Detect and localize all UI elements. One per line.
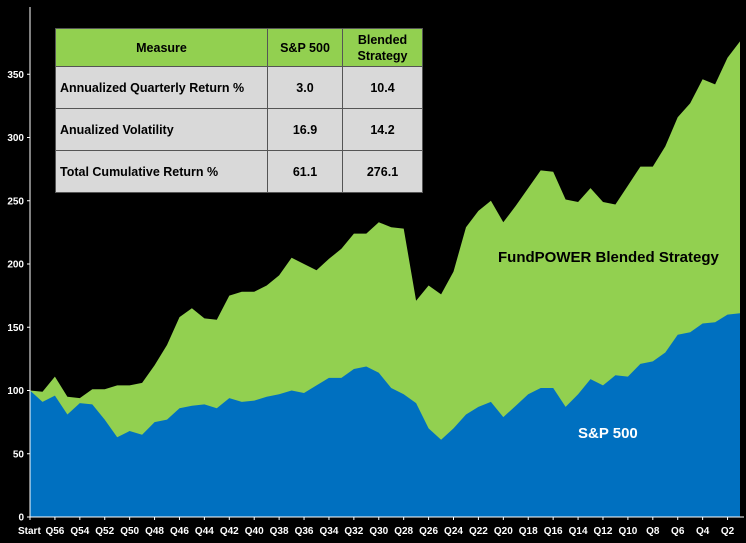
x-tick-label: Q54	[70, 526, 89, 537]
series-label-sp500: S&P 500	[578, 425, 638, 442]
x-tick-label: Q40	[245, 526, 264, 537]
x-tick-label: Q18	[519, 526, 538, 537]
x-tick-label: Q2	[721, 526, 735, 537]
x-tick-label: Q44	[195, 526, 214, 537]
x-tick-label: Q22	[469, 526, 488, 537]
x-tick-label: Q52	[95, 526, 114, 537]
header-sp500: S&P 500	[267, 28, 343, 67]
x-tick-label: Q38	[270, 526, 289, 537]
y-tick-label: 0	[18, 513, 24, 524]
area-sp500	[30, 313, 740, 517]
y-tick-label: 350	[7, 70, 24, 81]
table-row: Anualized Volatility 16.9 14.2	[55, 108, 423, 151]
x-tick-label: Q30	[369, 526, 388, 537]
header-measure: Measure	[55, 28, 268, 67]
row-sp500-value: 3.0	[267, 66, 343, 109]
row-measure: Total Cumulative Return %	[55, 150, 268, 193]
x-tick-label: Q12	[594, 526, 613, 537]
row-measure: Anualized Volatility	[55, 108, 268, 151]
y-axis	[27, 73, 30, 518]
x-tick-label: Q24	[444, 526, 463, 537]
y-tick-label: 250	[7, 196, 24, 207]
row-sp500-value: 61.1	[267, 150, 343, 193]
y-tick-label: 150	[7, 323, 24, 334]
x-tick-label: Q8	[646, 526, 660, 537]
header-blended: Blended Strategy	[342, 28, 423, 67]
x-tick-label: Q56	[45, 526, 64, 537]
x-tick-label: Q16	[544, 526, 563, 537]
x-tick-label: Q20	[494, 526, 513, 537]
y-tick-label: 300	[7, 133, 24, 144]
row-blended-value: 276.1	[342, 150, 423, 193]
x-tick-label: Q6	[671, 526, 685, 537]
x-tick-label: Q34	[319, 526, 338, 537]
x-tick-label: Q42	[220, 526, 239, 537]
x-tick-label: Q14	[569, 526, 588, 537]
y-tick-label: 200	[7, 260, 24, 271]
y-tick-label: 100	[7, 386, 24, 397]
x-tick-label: Q4	[696, 526, 710, 537]
area-blended-strategy	[30, 41, 740, 518]
table-row: Total Cumulative Return % 61.1 276.1	[55, 150, 423, 193]
x-tick-label: Q10	[618, 526, 637, 537]
row-measure: Annualized Quarterly Return %	[55, 66, 268, 109]
x-tick-label: Q28	[394, 526, 413, 537]
x-tick-label: Q50	[120, 526, 139, 537]
series-label-blended: FundPOWER Blended Strategy	[498, 249, 720, 266]
y-tick-label: 50	[13, 449, 25, 460]
x-tick-label: Q26	[419, 526, 438, 537]
x-tick-label: Q36	[295, 526, 314, 537]
row-sp500-value: 16.9	[267, 108, 343, 151]
table-row: Annualized Quarterly Return % 3.0 10.4	[55, 66, 423, 109]
table-header-row: Measure S&P 500 Blended Strategy	[55, 28, 423, 67]
x-tick-label: Q48	[145, 526, 164, 537]
row-blended-value: 14.2	[342, 108, 423, 151]
stats-table: Measure S&P 500 Blended Strategy Annuali…	[55, 28, 423, 193]
x-tick-label: Q46	[170, 526, 189, 537]
x-tick-label: Q32	[344, 526, 363, 537]
x-tick-label: Start	[18, 526, 41, 537]
row-blended-value: 10.4	[342, 66, 423, 109]
